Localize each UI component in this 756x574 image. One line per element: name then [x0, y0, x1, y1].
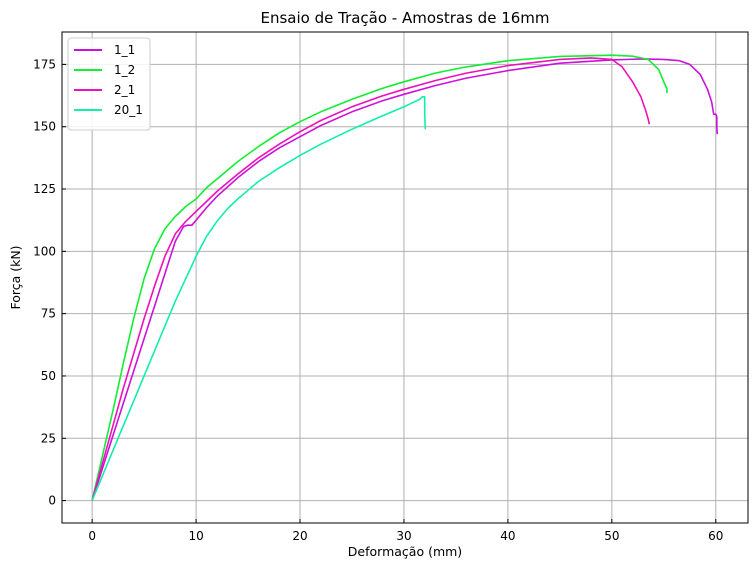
y-tick-label-175: 175 [33, 57, 56, 71]
series-layer [91, 54, 719, 501]
x-tick-label-50: 50 [604, 529, 619, 543]
y-tick-label-125: 125 [33, 182, 56, 196]
y-tick-label-0: 0 [48, 494, 56, 508]
series-line-1_2 [91, 54, 668, 501]
y-tick-label-75: 75 [41, 307, 56, 321]
series-line-20_1 [91, 96, 427, 501]
y-tick-label-50: 50 [41, 369, 56, 383]
y-axis-title: Força (kN) [8, 245, 23, 309]
x-tick-label-30: 30 [396, 529, 411, 543]
series-line-2_1 [91, 57, 651, 501]
plot-frame [61, 31, 749, 524]
chart-title: Ensaio de Tração - Amostras de 16mm [260, 9, 549, 27]
legend-box [67, 37, 151, 131]
legend-label-1_2: 1_2 [114, 63, 135, 77]
tick-layer: 0 10 20 30 40 50 60 0 25 50 75 100 125 150 175 [33, 57, 723, 543]
x-tick-label-20: 20 [292, 529, 307, 543]
legend-label-20_1: 20_1 [114, 103, 143, 117]
series-line-1_1 [91, 58, 719, 501]
x-tick-label-60: 60 [708, 529, 723, 543]
x-tick-label-0: 0 [88, 529, 96, 543]
y-tick-label-150: 150 [33, 120, 56, 134]
grid-layer [62, 32, 748, 523]
y-tick-label-25: 25 [41, 431, 56, 445]
x-tick-label-10: 10 [188, 529, 203, 543]
x-tick-label-40: 40 [500, 529, 515, 543]
y-tick-label-100: 100 [33, 244, 56, 258]
x-axis-title: Deformação (mm) [348, 544, 462, 559]
legend-label-2_1: 2_1 [114, 83, 135, 97]
legend-label-1_1: 1_1 [114, 43, 135, 57]
legend: 1_1 1_2 2_1 20_1 [67, 37, 151, 131]
